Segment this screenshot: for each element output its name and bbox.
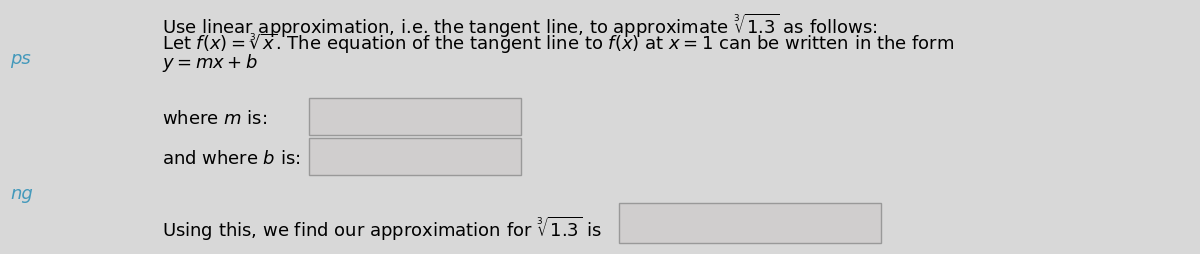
Text: Use linear approximation, i.e. the tangent line, to approximate $\sqrt[3]{1.3}$ : Use linear approximation, i.e. the tange… bbox=[162, 12, 877, 40]
FancyBboxPatch shape bbox=[310, 99, 521, 135]
FancyBboxPatch shape bbox=[619, 203, 881, 243]
Text: Using this, we find our approximation for $\sqrt[3]{1.3}$ is: Using this, we find our approximation fo… bbox=[162, 214, 601, 242]
Text: $y = mx + b$: $y = mx + b$ bbox=[162, 52, 258, 74]
Text: where $m$ is:: where $m$ is: bbox=[162, 109, 268, 128]
FancyBboxPatch shape bbox=[310, 138, 521, 175]
Text: ps: ps bbox=[10, 50, 31, 68]
Text: Let $f(x) = \sqrt[3]{x}$. The equation of the tangent line to $f(x)$ at $x = 1$ : Let $f(x) = \sqrt[3]{x}$. The equation o… bbox=[162, 32, 954, 56]
Text: and where $b$ is:: and where $b$ is: bbox=[162, 149, 300, 167]
Text: ng: ng bbox=[10, 184, 32, 202]
